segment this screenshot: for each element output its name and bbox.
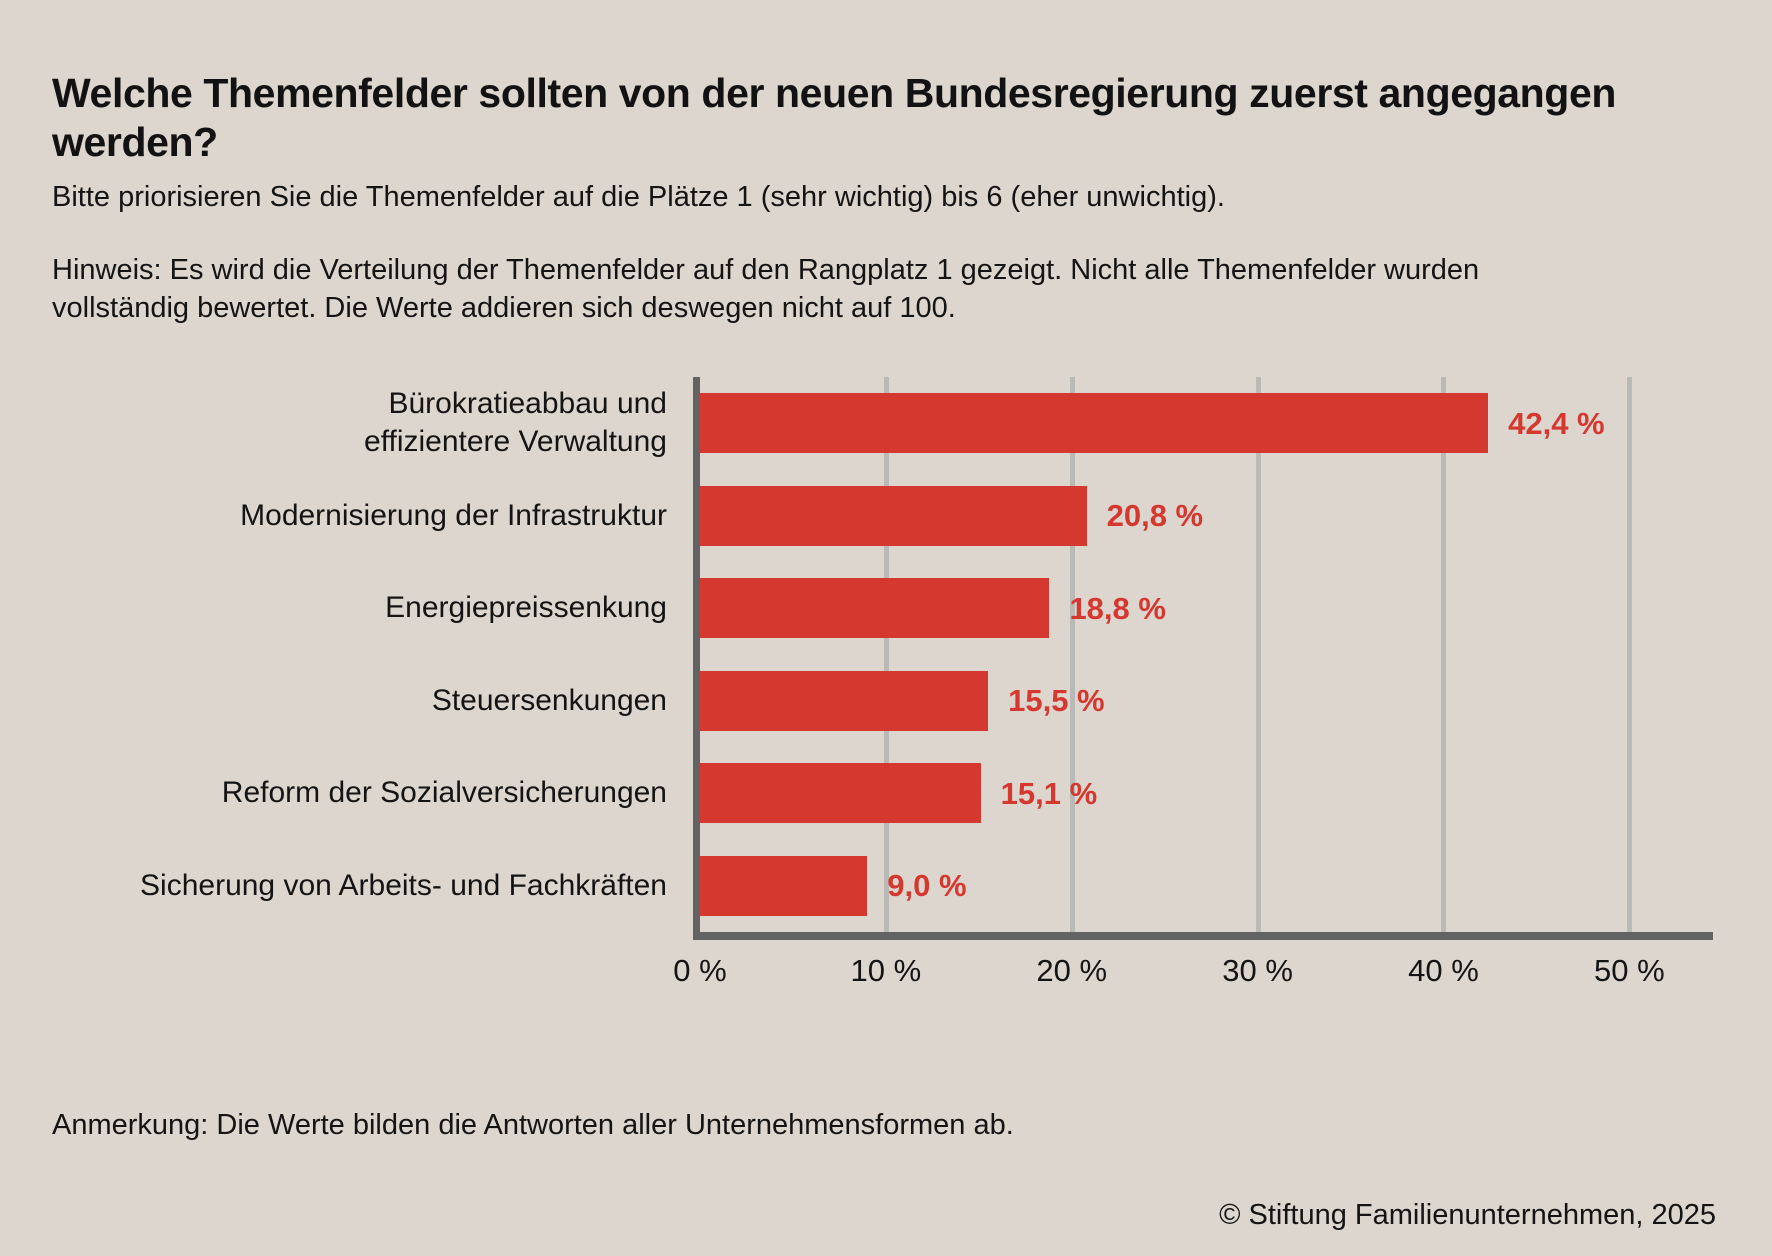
bar [700, 670, 989, 731]
value-label: 15,1 % [1000, 775, 1098, 811]
value-label: 9,0 % [887, 868, 967, 904]
x-tick-label: 30 % [1222, 953, 1293, 988]
x-tick-label: 40 % [1408, 953, 1479, 988]
bar-row: 15,1 % [700, 747, 1713, 840]
bar [700, 578, 1050, 639]
value-label: 18,8 % [1069, 590, 1166, 626]
bar-chart: Bürokratieabbau und effizientere Verwaltu… [52, 377, 1713, 1017]
bar-row: 20,8 % [700, 470, 1713, 563]
bar [700, 485, 1087, 546]
bar-rows: 42,4 % 20,8 % 18,8 % 15,5 % 15,1 % 9,0 % [700, 377, 1713, 932]
x-tick-label: 10 % [850, 953, 922, 988]
page-title-line-2: werden? [52, 119, 218, 166]
bar-row: 9,0 % [700, 840, 1713, 933]
category-label: Steuersenkungen [431, 683, 667, 717]
category-label: Energiepreissenkung [385, 591, 667, 625]
category-label-column: Bürokratieabbau und effizientere Verwaltu… [52, 377, 667, 932]
x-axis-ticks: 0 % 10 % 20 % 30 % 40 % 50 % [673, 952, 1713, 1002]
chart-note-line-2: vollständig bewertet. Die Werte addieren… [52, 292, 956, 324]
category-label: Bürokratieabbau und effizientere Verwaltu… [364, 387, 667, 459]
y-axis-line [693, 377, 700, 940]
bar [700, 855, 868, 916]
value-label: 15,5 % [1008, 683, 1105, 719]
gridline [1069, 377, 1075, 932]
x-tick-label: 20 % [1036, 953, 1108, 988]
chart-note-line-1: Hinweis: Es wird die Verteilung der Them… [52, 254, 1480, 286]
bar-row: 18,8 % [700, 562, 1713, 655]
category-label: Reform der Sozialversicherungen [221, 776, 667, 810]
gridline [1255, 377, 1261, 932]
x-tick-label: 0 % [673, 953, 727, 988]
category-label: Sicherung von Arbeits- und Fachkräften [140, 868, 667, 902]
bar-row: 42,4 % [700, 377, 1713, 470]
copyright-source: © Stiftung Familienunternehmen, 2025 [1219, 1199, 1716, 1231]
page-title-line-1: Welche Themenfelder sollten von der neue… [52, 70, 1616, 117]
chart-note: Hinweis: Es wird die Verteilung der Them… [52, 251, 1732, 327]
page-title: Welche Themenfelder sollten von der neue… [52, 69, 1732, 167]
value-label: 42,4 % [1508, 405, 1605, 441]
x-tick-label: 50 % [1594, 953, 1665, 988]
gridline [1441, 377, 1447, 932]
gridline [1627, 377, 1633, 932]
plot-area: 42,4 % 20,8 % 18,8 % 15,5 % 15,1 % 9,0 % [693, 377, 1713, 940]
bar-row: 15,5 % [700, 655, 1713, 748]
bar [700, 763, 981, 824]
bar [700, 393, 1489, 454]
footer-annotation: Anmerkung: Die Werte bilden die Antworte… [52, 1109, 1014, 1141]
page-subtitle: Bitte priorisieren Sie die Themenfelder … [52, 181, 1225, 213]
value-label: 20,8 % [1106, 498, 1204, 534]
gridline [883, 377, 889, 932]
x-axis-line [693, 932, 1713, 940]
category-label: Modernisierung der Infrastruktur [240, 498, 667, 532]
plot-inner: 42,4 % 20,8 % 18,8 % 15,5 % 15,1 % 9,0 % [700, 377, 1713, 932]
